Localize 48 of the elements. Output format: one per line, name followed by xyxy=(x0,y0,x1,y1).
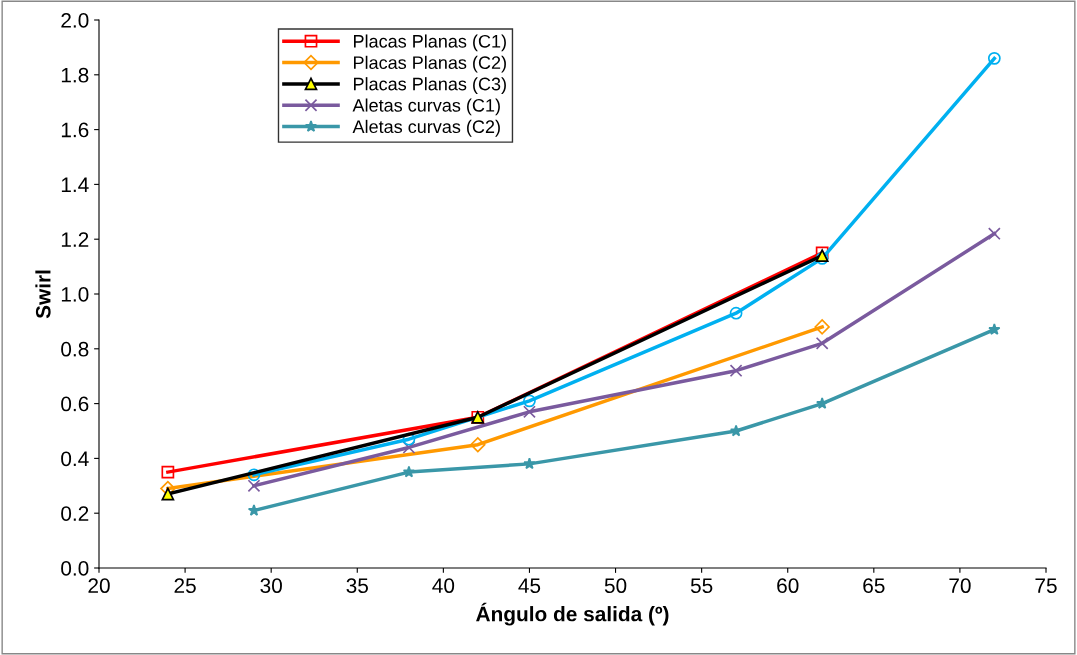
point xyxy=(470,436,486,453)
x-tick-label: 70 xyxy=(949,578,971,594)
point xyxy=(523,394,536,408)
y-tick-label: 0.8 xyxy=(61,341,89,357)
point xyxy=(247,468,261,482)
y-tick-label: 0.2 xyxy=(61,506,89,521)
y-tick-label: 0.6 xyxy=(61,396,89,412)
x-tick-label: 50 xyxy=(604,578,627,594)
y-tick-label: 1.4 xyxy=(61,177,89,192)
x-tick-label: 75 xyxy=(1035,578,1057,594)
point xyxy=(402,441,416,454)
legend-label: Placas Planas (C1) xyxy=(354,34,506,52)
x-tick-label: 45 xyxy=(518,578,541,594)
point xyxy=(161,465,175,479)
x-tick-label: 40 xyxy=(432,578,455,594)
point xyxy=(523,405,536,419)
y-tick-label: 1.0 xyxy=(61,287,89,302)
legend-label: Placas Planas (C2) xyxy=(354,55,506,73)
x-tick-label: 55 xyxy=(690,578,713,594)
y-tick-label: 1.2 xyxy=(61,232,89,247)
x-axis-title: Ángulo de salida (º) xyxy=(476,602,669,626)
x-tick-label: 25 xyxy=(174,578,196,594)
point xyxy=(729,424,743,437)
x-tick-label: 30 xyxy=(260,578,282,594)
y-tick-label: 0.4 xyxy=(61,451,89,467)
legend-label: Placas Planas (C3) xyxy=(354,77,506,94)
x-tick-label: 65 xyxy=(863,578,885,594)
x-tick-label: 20 xyxy=(88,578,110,594)
x-tick-label: 60 xyxy=(777,578,799,594)
point xyxy=(814,319,830,335)
legend-label: Aletas curvas (C2) xyxy=(352,119,500,137)
point xyxy=(988,323,1001,335)
y-tick-label: 2.0 xyxy=(61,13,89,28)
legend-label: Aletas curvas (C1) xyxy=(352,98,500,116)
point xyxy=(729,364,743,378)
point xyxy=(247,479,261,493)
point xyxy=(987,227,1001,241)
point xyxy=(402,465,416,478)
y-tick-label: 1.6 xyxy=(61,122,89,138)
point xyxy=(161,487,175,501)
point xyxy=(815,336,829,350)
x-tick-label: 35 xyxy=(346,578,368,594)
point xyxy=(729,306,743,320)
y-axis-title: Swirl xyxy=(35,270,51,319)
y-tick-label: 0.0 xyxy=(61,561,89,576)
point xyxy=(987,51,1001,65)
y-tick-label: 1.8 xyxy=(61,67,89,83)
point xyxy=(523,457,536,470)
